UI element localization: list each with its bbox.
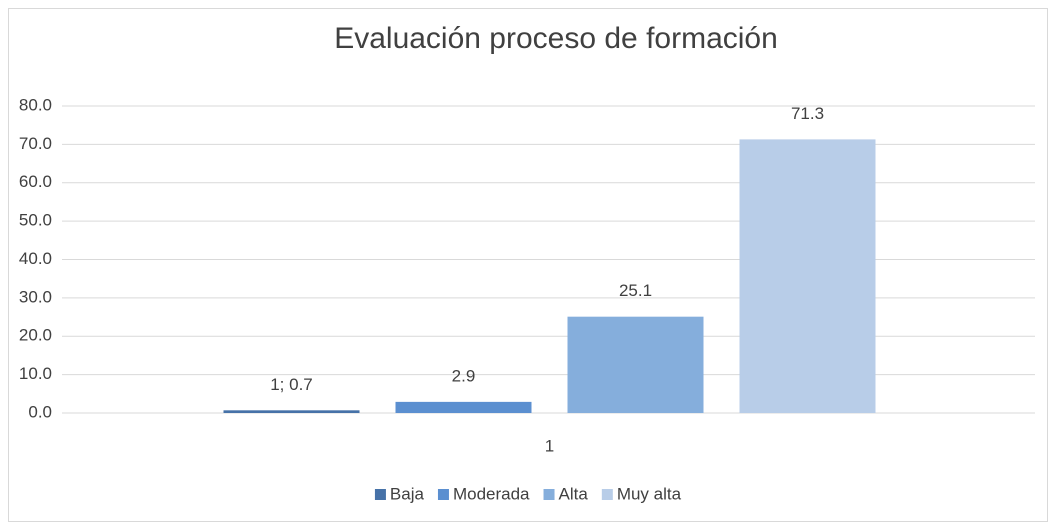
bar (223, 410, 360, 413)
y-tick-label: 60.0 (19, 172, 52, 191)
legend-label: Baja (390, 484, 425, 503)
bar (739, 139, 876, 414)
y-tick-label: 70.0 (19, 134, 52, 153)
legend-swatch (601, 489, 613, 500)
y-tick-label: 40.0 (19, 249, 52, 268)
legend-swatch (437, 489, 449, 500)
y-tick-label: 30.0 (19, 287, 52, 306)
data-label: 1; 0.7 (270, 375, 313, 394)
bar (395, 401, 532, 413)
data-label: 25.1 (619, 281, 652, 300)
chart-title: Evaluación proceso de formación (334, 22, 778, 55)
bar (567, 316, 704, 413)
chart-border (8, 8, 1048, 522)
y-tick-label: 50.0 (19, 211, 52, 230)
legend: Baja Moderada Alta Muy alta (374, 484, 682, 503)
x-tick-label: 1 (545, 436, 554, 455)
legend-swatch (374, 489, 386, 500)
legend-label: Moderada (453, 484, 530, 503)
legend-swatch (543, 489, 555, 500)
y-tick-label: 20.0 (19, 326, 52, 345)
legend-label: Muy alta (617, 484, 682, 503)
y-tick-label: 10.0 (19, 364, 52, 383)
y-tick-label: 80.0 (19, 95, 52, 114)
y-tick-label: 0.0 (28, 402, 52, 421)
legend-label: Alta (559, 484, 589, 503)
data-label: 2.9 (452, 366, 476, 385)
data-label: 71.3 (791, 104, 824, 123)
